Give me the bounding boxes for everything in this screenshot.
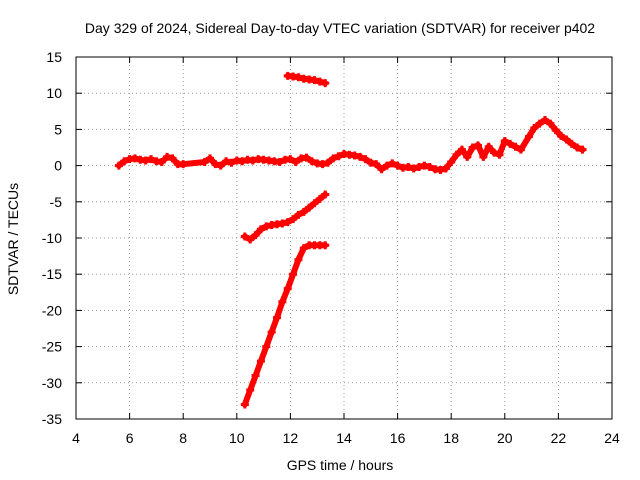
- y-tick-label: -5: [50, 194, 63, 210]
- x-tick-label: 18: [443, 430, 459, 446]
- y-tick-label: -20: [42, 302, 62, 318]
- y-axis-title: SDTVAR / TECUs: [5, 183, 21, 295]
- x-tick-label: 8: [179, 430, 187, 446]
- series-middle-segment: [240, 190, 330, 244]
- x-tick-label: 14: [336, 430, 352, 446]
- x-tick-label: 12: [283, 430, 299, 446]
- y-tick-label: -25: [42, 339, 62, 355]
- x-tick-label: 24: [604, 430, 620, 446]
- x-tick-label: 16: [390, 430, 406, 446]
- series-upper-segment: [283, 71, 330, 88]
- x-tick-label: 6: [126, 430, 134, 446]
- series-trail: [284, 72, 329, 87]
- y-tick-label: 10: [46, 85, 62, 101]
- grid-lines: [76, 57, 612, 419]
- axis-ticks: 4 6 8 10 12 14 16 18 20 22 24 15 10 5 0 -5 -10 -15 -20 -25 -…: [42, 49, 620, 446]
- x-tick-label: 22: [551, 430, 567, 446]
- y-tick-label: 5: [54, 121, 62, 137]
- series-trail: [241, 242, 329, 408]
- chart-title: Day 329 of 2024, Sidereal Day-to-day VTE…: [85, 20, 595, 36]
- series-main-track: [114, 115, 587, 174]
- x-axis-title: GPS time / hours: [287, 457, 394, 473]
- y-tick-label: -15: [42, 266, 62, 282]
- series-steep-segment: [240, 241, 330, 409]
- x-tick-label: 20: [497, 430, 513, 446]
- y-tick-label: 0: [54, 158, 62, 174]
- data-points: [114, 71, 587, 409]
- y-tick-label: -10: [42, 230, 62, 246]
- y-tick-label: -30: [42, 375, 62, 391]
- series-trail: [115, 117, 586, 173]
- y-tick-label: -35: [42, 411, 62, 427]
- x-tick-label: 10: [229, 430, 245, 446]
- series-trail: [241, 191, 329, 243]
- x-tick-label: 4: [72, 430, 80, 446]
- y-tick-label: 15: [46, 49, 62, 65]
